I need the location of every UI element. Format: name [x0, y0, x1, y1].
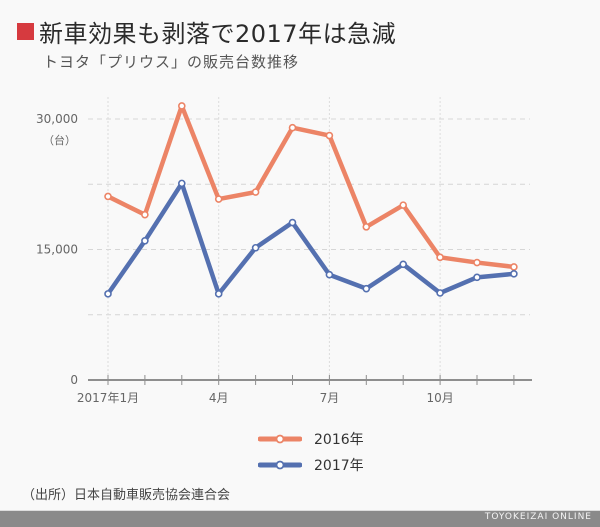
data-point-marker — [141, 237, 149, 245]
title-row: 新車効果も剥落で2017年は急減 — [17, 14, 396, 49]
x-tick-label: 10月 — [426, 391, 453, 405]
footer-bar: TOYOKEIZAI ONLINE — [0, 510, 600, 527]
series-line-2017年 — [105, 181, 517, 297]
line-chart: 2017年1月 4月 7月 10月 30,000 15,000 0 （台） — [36, 97, 532, 405]
data-point-marker — [510, 263, 518, 271]
data-point-marker — [178, 179, 186, 188]
data-point-marker — [251, 243, 260, 252]
data-point-marker — [178, 102, 186, 110]
y-unit-label: （台） — [43, 133, 76, 147]
data-point-marker — [325, 131, 334, 140]
data-point-marker — [362, 223, 371, 231]
data-point-marker — [214, 195, 223, 203]
legend-item-2016: 2016年 — [258, 426, 364, 452]
series-line-2016年 — [105, 103, 517, 270]
data-point-marker — [104, 192, 112, 201]
chart-title: 新車効果も剥落で2017年は急減 — [39, 20, 397, 48]
legend: 2016年 2017年 — [258, 426, 364, 478]
data-point-marker — [436, 253, 444, 262]
legend-line-marker-icon — [258, 434, 302, 444]
source-note: （出所）日本自動車販売協会連合会 — [22, 488, 231, 503]
legend-label: 2017年 — [314, 458, 364, 474]
data-point-marker — [399, 201, 408, 209]
data-point-marker — [436, 289, 444, 297]
chart-subtitle: トヨタ「プリウス」の販売台数推移 — [43, 53, 300, 71]
data-point-marker — [325, 270, 334, 279]
x-tick-label: 4月 — [209, 391, 229, 405]
x-tick-label: 7月 — [320, 391, 340, 405]
data-point-marker — [251, 188, 260, 196]
data-point-marker — [473, 258, 481, 267]
legend-label: 2016年 — [314, 432, 364, 448]
data-point-marker — [473, 273, 481, 282]
data-point-marker — [104, 290, 112, 298]
x-tick-label: 2017年1月 — [77, 391, 139, 405]
legend-line-marker-icon — [258, 460, 302, 470]
data-point-marker — [214, 290, 223, 298]
title-marker-square — [17, 23, 34, 40]
data-point-marker — [510, 270, 518, 278]
data-point-marker — [288, 123, 297, 132]
data-point-marker — [399, 260, 408, 269]
footer-brand: TOYOKEIZAI ONLINE — [484, 512, 592, 522]
y-tick-label: 0 — [70, 373, 78, 387]
data-point-marker — [362, 284, 371, 293]
data-point-marker — [141, 210, 149, 219]
y-tick-label: 15,000 — [36, 243, 78, 257]
y-tick-label: 30,000 — [36, 112, 78, 126]
data-point-marker — [288, 218, 297, 227]
legend-item-2017: 2017年 — [258, 452, 364, 478]
